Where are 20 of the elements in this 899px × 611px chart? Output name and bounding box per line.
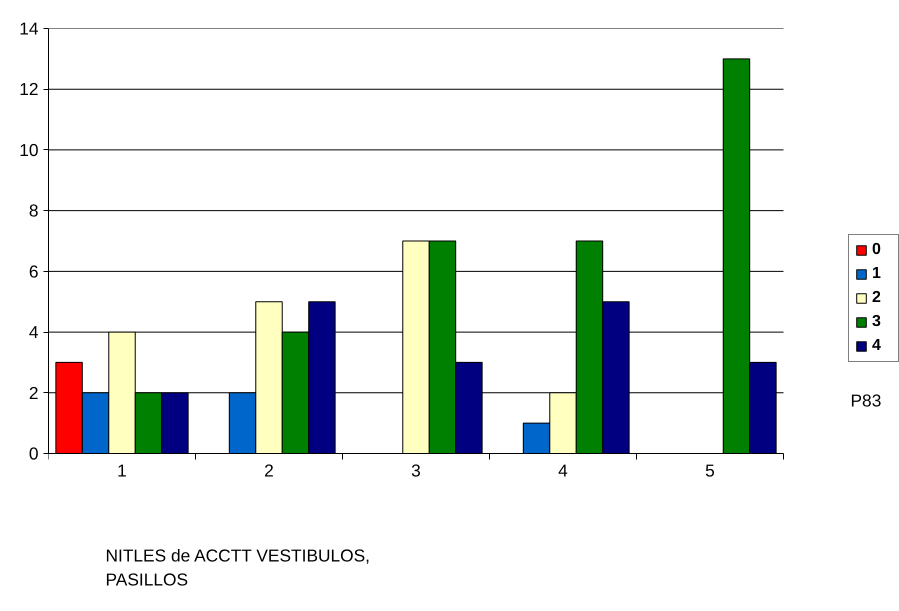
legend-label: 3 bbox=[872, 313, 882, 331]
y-tick-label: 2 bbox=[28, 382, 39, 403]
legend-label: 1 bbox=[872, 265, 882, 283]
y-tick-label: 4 bbox=[28, 322, 39, 342]
y-tick-label: 14 bbox=[19, 18, 39, 38]
y-tick-label: 10 bbox=[19, 140, 39, 160]
legend-label: 0 bbox=[872, 241, 882, 259]
x-tick-label: 2 bbox=[264, 460, 274, 480]
x-tick-label: 1 bbox=[117, 460, 127, 480]
y-tick-label: 8 bbox=[28, 200, 39, 221]
y-tick-label: 6 bbox=[28, 261, 39, 282]
y-tick-label: 12 bbox=[19, 79, 39, 100]
x-tick-label: 3 bbox=[411, 460, 421, 480]
legend-label: 4 bbox=[872, 337, 882, 355]
x-tick-label: 4 bbox=[558, 460, 568, 480]
x-axis-title: NITLES de ACCTT VESTIBULOS, PASILLOS bbox=[106, 546, 370, 590]
y-tick-label: 0 bbox=[28, 444, 39, 464]
x-tick-label: 5 bbox=[705, 460, 715, 480]
legend-label: 2 bbox=[872, 289, 882, 307]
text: P83 bbox=[850, 390, 882, 410]
